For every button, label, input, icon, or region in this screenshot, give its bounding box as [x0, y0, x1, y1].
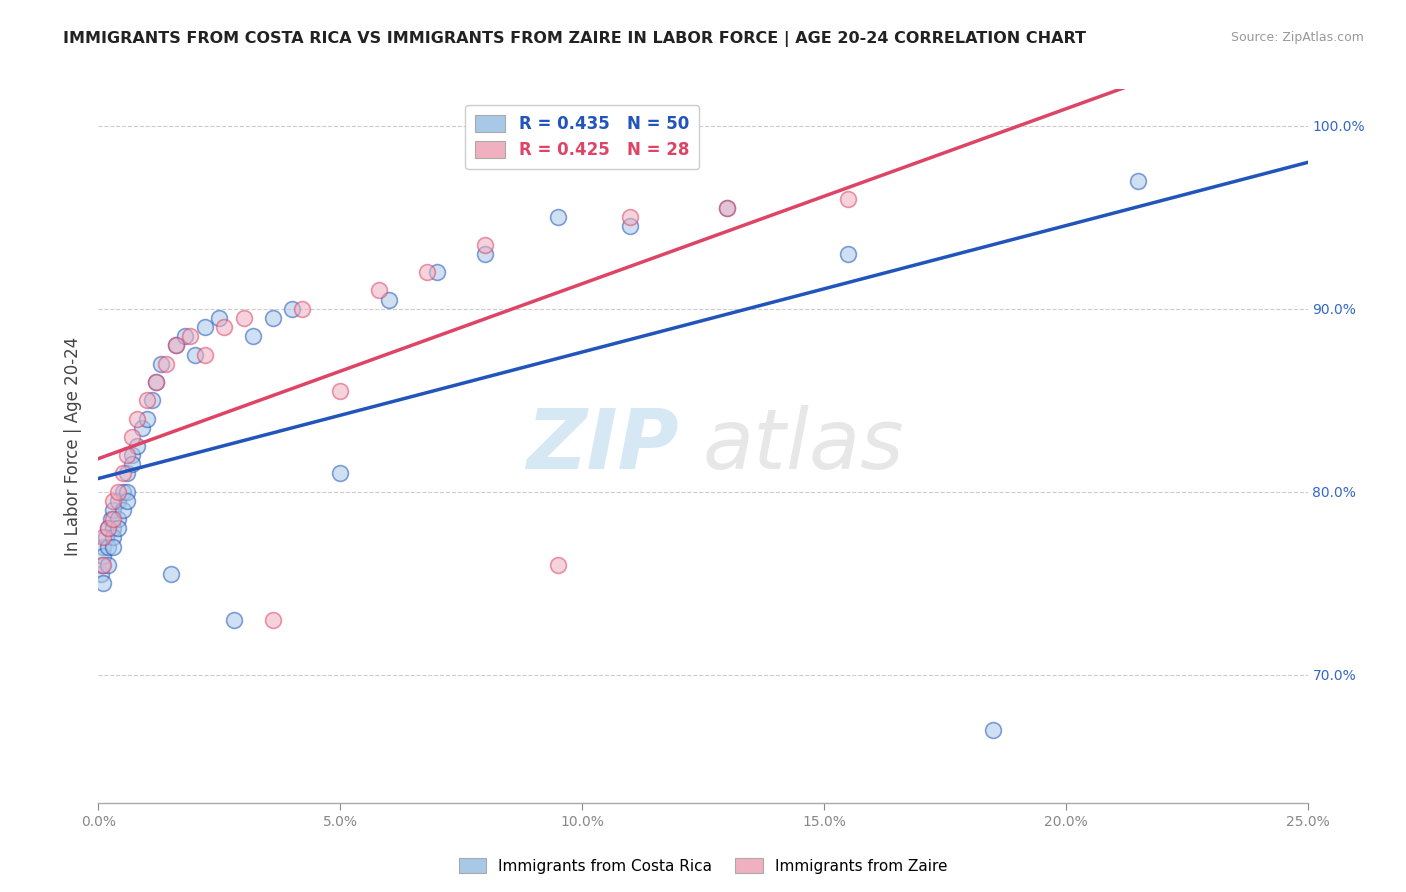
Point [474, 237, 496, 252]
Point [981, 723, 1004, 737]
Point [111, 467, 134, 481]
Point [1128, 174, 1150, 188]
Point [547, 558, 569, 572]
Point [194, 347, 217, 361]
Point [91, 549, 114, 563]
Point [208, 310, 231, 325]
Point [174, 329, 197, 343]
Point [416, 265, 439, 279]
Point [100, 512, 122, 526]
Point [91, 576, 114, 591]
Point [121, 448, 143, 462]
Point [474, 247, 496, 261]
Point [91, 531, 114, 545]
Point [150, 357, 173, 371]
Point [117, 467, 139, 481]
Point [619, 219, 641, 234]
Point [426, 265, 449, 279]
Point [716, 201, 738, 215]
Point [91, 558, 114, 572]
Point [262, 613, 284, 627]
Point [165, 338, 187, 352]
Point [242, 329, 264, 343]
Point [97, 540, 120, 554]
Point [117, 448, 139, 462]
Point [91, 558, 114, 572]
Point [117, 494, 139, 508]
Point [101, 512, 124, 526]
Point [377, 293, 399, 307]
Point [97, 521, 120, 535]
Legend: Immigrants from Costa Rica, Immigrants from Zaire: Immigrants from Costa Rica, Immigrants f… [453, 852, 953, 880]
Point [619, 211, 641, 225]
Point [131, 420, 153, 434]
Point [107, 512, 129, 526]
Point [329, 467, 352, 481]
Point [101, 540, 124, 554]
Point [212, 320, 235, 334]
Point [155, 357, 177, 371]
Point [281, 301, 304, 316]
Point [222, 613, 245, 627]
Point [117, 484, 139, 499]
Point [145, 375, 167, 389]
Point [837, 192, 859, 206]
Point [262, 310, 284, 325]
Point [90, 567, 112, 582]
Legend: R = 0.435   N = 50, R = 0.425   N = 28: R = 0.435 N = 50, R = 0.425 N = 28 [465, 104, 699, 169]
Point [290, 301, 312, 316]
Point [94, 531, 117, 545]
Text: ZIP: ZIP [526, 406, 679, 486]
Point [101, 521, 124, 535]
Point [101, 494, 124, 508]
Text: atlas: atlas [703, 406, 904, 486]
Point [127, 439, 149, 453]
Point [135, 411, 157, 425]
Point [184, 347, 207, 361]
Point [837, 247, 859, 261]
Point [107, 494, 129, 508]
Point [329, 384, 352, 398]
Point [97, 558, 120, 572]
Point [145, 375, 167, 389]
Point [194, 320, 217, 334]
Point [111, 484, 134, 499]
Point [135, 393, 157, 408]
Text: IMMIGRANTS FROM COSTA RICA VS IMMIGRANTS FROM ZAIRE IN LABOR FORCE | AGE 20-24 C: IMMIGRANTS FROM COSTA RICA VS IMMIGRANTS… [63, 31, 1087, 47]
Point [368, 284, 391, 298]
Point [107, 521, 129, 535]
Text: Source: ZipAtlas.com: Source: ZipAtlas.com [1230, 31, 1364, 45]
Point [121, 458, 143, 472]
Point [716, 201, 738, 215]
Point [179, 329, 201, 343]
Point [101, 503, 124, 517]
Point [101, 531, 124, 545]
Point [127, 411, 149, 425]
Point [121, 430, 143, 444]
Point [141, 393, 163, 408]
Point [232, 310, 254, 325]
Point [111, 503, 134, 517]
Point [97, 521, 120, 535]
Y-axis label: In Labor Force | Age 20-24: In Labor Force | Age 20-24 [63, 336, 82, 556]
Point [160, 567, 183, 582]
Point [165, 338, 187, 352]
Point [91, 540, 114, 554]
Point [547, 211, 569, 225]
Point [107, 484, 129, 499]
